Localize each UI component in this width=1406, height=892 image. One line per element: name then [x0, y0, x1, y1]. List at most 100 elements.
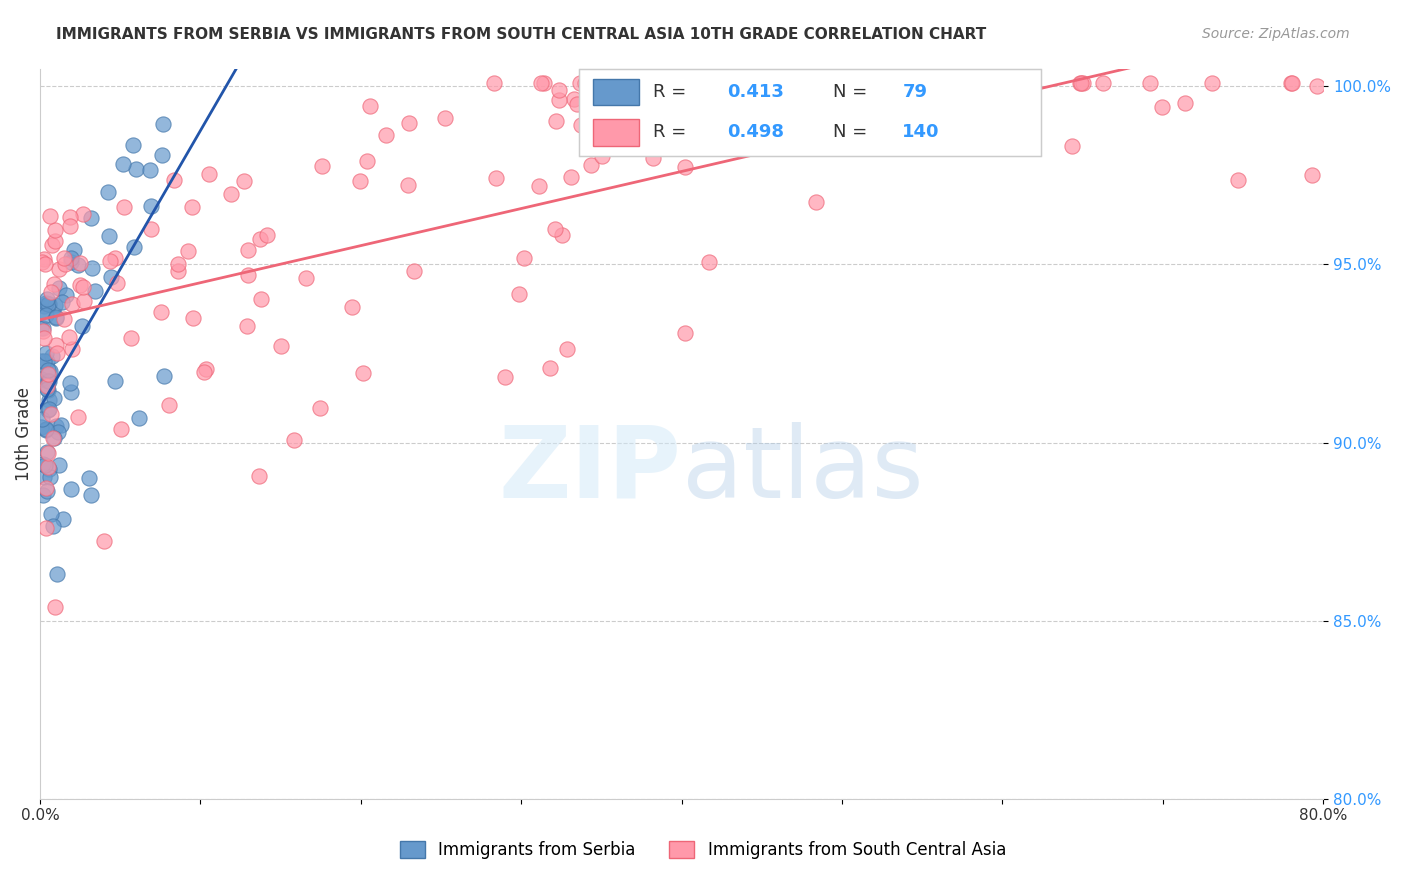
- Point: [38, 363, 60, 377]
- Point: [713, 76, 735, 90]
- Point: [32, 320, 55, 334]
- Point: [256, 227, 278, 242]
- Point: [404, 263, 426, 277]
- Text: ZIP: ZIP: [499, 422, 682, 518]
- Point: [104, 251, 127, 265]
- Point: [804, 194, 827, 209]
- Point: [72, 280, 94, 294]
- Point: [560, 169, 582, 184]
- Point: [37, 446, 59, 460]
- Point: [59, 252, 82, 266]
- Point: [45, 310, 67, 325]
- Point: [139, 162, 162, 177]
- Point: [1279, 76, 1302, 90]
- Point: [193, 365, 215, 379]
- Point: [66, 409, 89, 424]
- Point: [31, 412, 53, 426]
- Point: [167, 257, 190, 271]
- Point: [46, 566, 69, 581]
- Point: [110, 422, 132, 436]
- Point: [141, 199, 163, 213]
- Point: [35, 296, 58, 310]
- Point: [1301, 168, 1323, 182]
- Point: [35, 423, 58, 437]
- Point: [839, 76, 862, 90]
- Point: [586, 76, 609, 90]
- Point: [1201, 76, 1223, 90]
- Point: [1060, 139, 1083, 153]
- Point: [44, 277, 66, 292]
- Point: [396, 178, 419, 192]
- Point: [72, 207, 94, 221]
- Point: [39, 209, 62, 223]
- Point: [44, 222, 66, 236]
- Point: [104, 374, 127, 388]
- Point: [79, 488, 101, 502]
- Point: [177, 244, 200, 259]
- Point: [979, 76, 1001, 90]
- Point: [73, 294, 96, 309]
- Point: [551, 227, 574, 242]
- Point: [508, 287, 530, 301]
- Point: [121, 138, 143, 153]
- Point: [340, 301, 363, 315]
- Point: [235, 318, 257, 333]
- Point: [153, 368, 176, 383]
- Point: [41, 237, 63, 252]
- Point: [44, 431, 66, 445]
- Point: [48, 281, 70, 295]
- Point: [544, 222, 567, 236]
- Point: [32, 488, 55, 502]
- Point: [49, 417, 72, 432]
- Point: [60, 342, 83, 356]
- Point: [83, 285, 105, 299]
- Point: [39, 470, 62, 484]
- Point: [39, 285, 62, 299]
- Point: [564, 92, 586, 106]
- Point: [124, 161, 146, 176]
- Point: [932, 76, 955, 90]
- Point: [1069, 76, 1091, 90]
- Point: [112, 200, 135, 214]
- Point: [72, 318, 94, 333]
- Point: [565, 97, 588, 112]
- Point: [59, 385, 82, 400]
- Point: [1174, 95, 1197, 110]
- Point: [697, 255, 720, 269]
- Point: [924, 76, 946, 90]
- Point: [1071, 76, 1094, 90]
- Point: [309, 401, 332, 416]
- Point: [60, 482, 83, 496]
- Point: [45, 346, 67, 360]
- Point: [591, 149, 613, 163]
- Text: IMMIGRANTS FROM SERBIA VS IMMIGRANTS FROM SOUTH CENTRAL ASIA 10TH GRADE CORRELAT: IMMIGRANTS FROM SERBIA VS IMMIGRANTS FRO…: [56, 27, 987, 42]
- Point: [152, 117, 174, 131]
- Point: [198, 167, 221, 181]
- Point: [884, 76, 907, 90]
- Point: [588, 76, 610, 90]
- Point: [39, 407, 62, 421]
- Point: [157, 398, 180, 412]
- Point: [533, 76, 555, 90]
- Point: [547, 93, 569, 107]
- Point: [35, 292, 58, 306]
- Point: [37, 353, 59, 368]
- Point: [32, 299, 55, 313]
- Point: [44, 599, 66, 614]
- Point: [544, 114, 567, 128]
- Point: [98, 228, 121, 243]
- Point: [485, 171, 508, 186]
- Point: [927, 76, 949, 90]
- Point: [31, 324, 53, 338]
- Point: [38, 297, 60, 311]
- Point: [375, 128, 398, 143]
- Point: [59, 376, 82, 391]
- Point: [1150, 100, 1173, 114]
- Point: [37, 403, 59, 417]
- Point: [35, 345, 58, 359]
- Point: [79, 211, 101, 226]
- Point: [38, 392, 60, 407]
- Point: [34, 458, 56, 472]
- Point: [728, 140, 751, 154]
- Point: [35, 484, 58, 499]
